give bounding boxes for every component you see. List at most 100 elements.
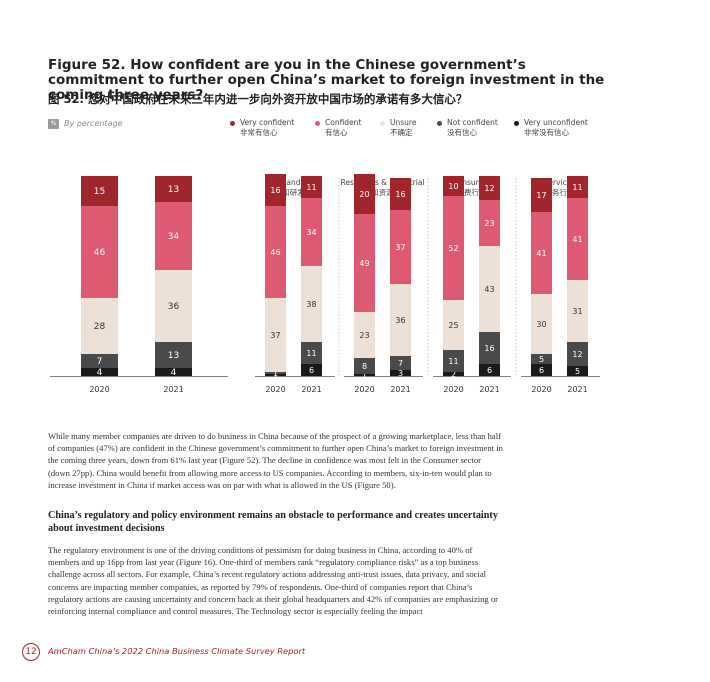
legend-dot-icon [514, 121, 519, 126]
section-heading: China’s regulatory and policy environmen… [48, 510, 498, 534]
bar-segment-very-unconfident [155, 368, 192, 376]
bar-segment-very-confident [390, 178, 411, 210]
chart-resources-industrial: Resources & Industrial工业和资源行业18234920202… [340, 174, 425, 394]
data-label: 6 [487, 366, 492, 375]
legend-dot-icon [437, 121, 442, 126]
legend-label: Unsure [390, 118, 417, 127]
data-label: 5 [539, 355, 544, 364]
bar-segment-unsure [354, 312, 375, 358]
chart-tech-and-r-d: Tech and R&D技术和研发行业113746162020611383411… [255, 174, 335, 394]
bar-segment-not-confident [81, 354, 118, 368]
data-label: 34 [306, 228, 316, 237]
data-label: 11 [448, 357, 458, 366]
bar-segment-not-confident [567, 342, 588, 366]
bar-segment-very-confident [531, 178, 552, 212]
bar-segment-not-confident [390, 356, 411, 370]
bar-segment-not-confident [354, 358, 375, 374]
bar-segment-very-confident [265, 174, 286, 206]
data-label: 34 [168, 232, 180, 242]
data-label: 41 [536, 249, 546, 258]
data-label: 43 [484, 285, 494, 294]
data-label: 36 [395, 316, 405, 325]
data-label: 23 [484, 219, 494, 228]
data-label: 30 [536, 320, 546, 329]
data-label: 7 [97, 357, 103, 367]
data-label: 4 [97, 368, 103, 378]
data-label: 7 [398, 359, 403, 368]
bar-segment-confident [301, 198, 322, 266]
x-tick-label: 2021 [163, 385, 183, 394]
legend-label: Very confident [240, 118, 295, 127]
data-label: 6 [539, 366, 544, 375]
chart-title-chinese: 服务行业 [545, 187, 575, 197]
data-label: 49 [359, 259, 369, 268]
chart-title-chinese: 工业和资源行业 [356, 187, 409, 197]
data-label: 11 [572, 183, 582, 192]
data-label: 16 [484, 344, 494, 353]
data-label: 38 [306, 300, 316, 309]
data-label: 25 [448, 321, 458, 330]
data-label: 46 [94, 248, 106, 258]
bar-segment-unsure [531, 294, 552, 354]
data-label: 4 [171, 368, 177, 378]
x-tick-label: 2020 [443, 385, 463, 394]
bar-segment-very-confident [301, 176, 322, 198]
x-tick-label: 2020 [265, 385, 285, 394]
bar-segment-confident [567, 198, 588, 280]
figure-title: Figure 52. How confident are you in the … [48, 57, 605, 103]
legend-label: Very unconfident [524, 118, 588, 127]
x-tick-label: 2020 [89, 385, 109, 394]
bar-segment-confident [479, 200, 500, 246]
data-label: 16 [270, 186, 280, 195]
bar-segment-very-unconfident [479, 364, 500, 376]
percentage-note: By percentage [64, 119, 123, 128]
bar-segment-very-unconfident [390, 370, 411, 376]
chart-title: Resources & Industrial [340, 178, 424, 187]
data-label: 2 [451, 370, 456, 379]
bar-segment-very-unconfident [301, 364, 322, 376]
bar-segment-very-confident [155, 176, 192, 202]
bar-segment-very-confident [354, 174, 375, 214]
bar-segment-not-confident [531, 354, 552, 364]
data-label: 12 [484, 184, 494, 193]
footer-report-title: AmCham China’s 2022 China Business Clima… [48, 646, 306, 656]
bar-segment-confident [390, 210, 411, 284]
legend-label-chinese: 没有信心 [447, 128, 477, 137]
data-label: 11 [306, 183, 316, 192]
data-label: 28 [94, 322, 106, 332]
bar-segment-very-confident [567, 176, 588, 198]
bar-segment-confident [354, 214, 375, 312]
data-label: 52 [448, 244, 458, 253]
x-tick-label: 2021 [567, 385, 587, 394]
data-label: 20 [359, 190, 369, 199]
bar-segment-very-unconfident [567, 366, 588, 376]
x-tick-label: 2021 [301, 385, 321, 394]
legend-dot-icon [230, 121, 235, 126]
bar-segment-very-confident [443, 176, 464, 196]
chart-title: Tech and R&D [266, 178, 320, 187]
data-label: 16 [395, 190, 405, 199]
data-label: 31 [572, 307, 582, 316]
bar-segment-very-confident [479, 176, 500, 200]
bar-segment-not-confident [479, 332, 500, 364]
data-label: 23 [359, 331, 369, 340]
bar-segment-very-unconfident [531, 364, 552, 376]
data-label: 41 [572, 235, 582, 244]
data-label: 1 [273, 371, 278, 380]
data-label: 37 [395, 243, 405, 252]
legend-label-chinese: 非常没有信心 [524, 128, 569, 137]
bar-segment-confident [81, 206, 118, 298]
bar-segment-not-confident [155, 342, 192, 368]
legend-label: Not confident [447, 118, 498, 127]
x-tick-label: 2020 [354, 385, 374, 394]
data-label: 12 [572, 350, 582, 359]
legend-label-chinese: 有信心 [325, 128, 348, 137]
bar-segment-confident [265, 206, 286, 298]
bar-segment-confident [155, 202, 192, 270]
chart-title-chinese: 技术和研发行业 [267, 187, 320, 197]
x-tick-label: 2021 [479, 385, 499, 394]
